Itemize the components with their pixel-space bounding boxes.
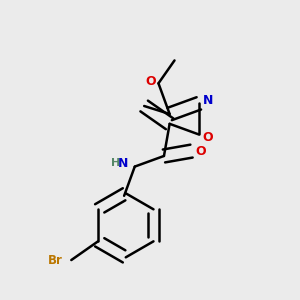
Text: Br: Br	[48, 254, 63, 267]
Text: O: O	[203, 130, 213, 144]
Text: O: O	[145, 75, 156, 88]
Text: N: N	[118, 157, 128, 170]
Text: H: H	[110, 158, 120, 168]
Text: O: O	[195, 145, 206, 158]
Text: N: N	[203, 94, 213, 107]
